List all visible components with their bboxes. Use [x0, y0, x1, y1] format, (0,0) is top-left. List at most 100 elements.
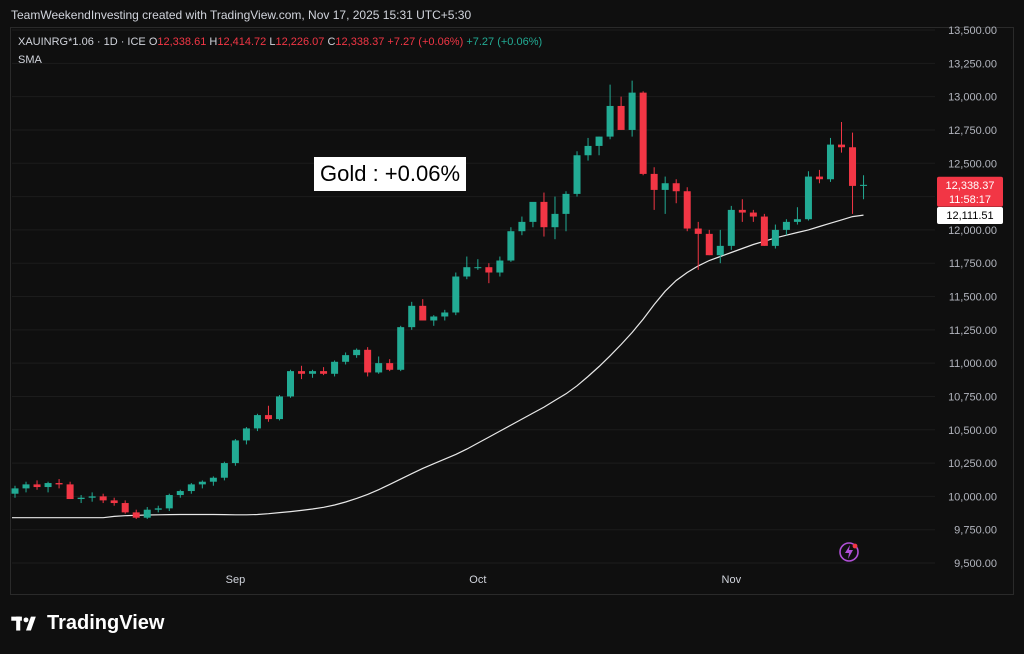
- low-value: 12,226.07: [275, 36, 325, 48]
- close-key: C: [327, 36, 336, 48]
- last-price-tag: [937, 176, 1003, 207]
- candle-body: [353, 349, 361, 356]
- chart-credit: TeamWeekendInvesting created with Tradin…: [11, 8, 472, 22]
- candle-body: [419, 305, 427, 321]
- candle-body: [804, 176, 812, 220]
- candle-body: [617, 105, 625, 130]
- candle-body: [606, 105, 614, 137]
- candle-body: [639, 92, 647, 174]
- candle-body: [815, 176, 823, 180]
- candle-body: [782, 221, 790, 230]
- candle-body: [99, 496, 107, 501]
- candle-body: [694, 228, 702, 234]
- grid: [12, 29, 935, 564]
- candle-body: [121, 503, 129, 513]
- price-tick-label: 13,500.00: [948, 25, 997, 37]
- candle-body: [771, 229, 779, 246]
- candle-body: [463, 267, 471, 277]
- candle-body: [452, 276, 460, 313]
- brand-name: TradingView: [47, 612, 165, 634]
- candle-body: [430, 316, 438, 321]
- candle-body: [11, 488, 19, 494]
- candle-body: [264, 415, 272, 420]
- candle-body: [165, 495, 173, 509]
- candle-body: [441, 312, 449, 317]
- price-tick-label: 13,000.00: [948, 92, 997, 104]
- candle-body: [55, 483, 63, 485]
- candle-body: [540, 201, 548, 228]
- high-value: 12,414.72: [217, 36, 267, 48]
- candle-body: [661, 183, 669, 190]
- sma-indicator-label[interactable]: SMA: [18, 54, 42, 66]
- candle-body: [727, 209, 735, 246]
- candle-body: [760, 216, 768, 246]
- price-tick-label: 10,250.00: [948, 458, 997, 470]
- annotation-label: Gold : +0.06%: [314, 157, 467, 191]
- candle-body: [77, 497, 85, 500]
- sma-line: [12, 214, 864, 519]
- candle-body: [198, 481, 206, 485]
- sma-path: [12, 214, 864, 519]
- open-value: 12,338.61: [157, 36, 207, 48]
- candle-body: [573, 155, 581, 194]
- candle-body: [860, 184, 868, 186]
- candle-body: [507, 231, 515, 261]
- candle-body: [650, 173, 658, 190]
- time-tick-label: Oct: [469, 574, 486, 586]
- lightning-icon[interactable]: [838, 541, 860, 563]
- last-price-label: 12,338.37: [946, 180, 995, 192]
- candle-body: [132, 512, 140, 518]
- ohlc-legend[interactable]: XAUINRG*1.06 · 1D · ICE O12,338.61 H12,4…: [18, 36, 542, 48]
- price-tick-label: 11,500.00: [949, 292, 997, 304]
- price-tick-label: 11,750.00: [949, 258, 997, 270]
- time-axis: Sep Oct Nov: [226, 574, 742, 586]
- candle-body: [683, 191, 691, 229]
- high-key: H: [209, 36, 218, 48]
- price-tick-label: 11,250.00: [949, 325, 997, 337]
- candle-body: [253, 415, 261, 429]
- price-tick-label: 11,000.00: [949, 358, 997, 370]
- price-tick-label: 9,750.00: [954, 525, 997, 537]
- candle-body: [176, 491, 184, 496]
- candle-body: [628, 92, 636, 130]
- candle-body: [397, 327, 405, 370]
- candle-body: [209, 477, 217, 482]
- sma-price-label: 12,111.51: [946, 210, 993, 222]
- candle-body: [88, 496, 96, 498]
- tradingview-brand: TradingView: [11, 612, 164, 635]
- candle-body: [298, 371, 306, 374]
- candle-body: [496, 260, 504, 273]
- price-tick-label: 13,250.00: [948, 58, 997, 70]
- candles: [11, 80, 868, 520]
- candle-body: [320, 371, 328, 374]
- candle-body: [584, 145, 592, 156]
- candle-body: [386, 363, 394, 370]
- candle-body: [231, 440, 239, 464]
- chart-frame: [10, 27, 1014, 595]
- price-tick-label: 9,500.00: [954, 558, 997, 570]
- close-value: 12,338.37: [335, 36, 385, 48]
- price-tick-label: 10,000.00: [948, 491, 997, 503]
- candle-body: [242, 428, 250, 441]
- candle-body: [849, 147, 857, 186]
- price-tick-label: 12,750.00: [948, 125, 997, 137]
- candle-body: [342, 355, 350, 362]
- candle-body: [287, 371, 294, 397]
- candle-body: [672, 183, 680, 192]
- candle-body: [705, 233, 713, 256]
- candle-body: [375, 363, 383, 373]
- price-tick-label: 12,500.00: [948, 158, 997, 170]
- candle-body: [220, 463, 228, 478]
- candle-body: [826, 144, 834, 180]
- symbol-label[interactable]: XAUINRG*1.06 · 1D · ICE: [18, 36, 146, 48]
- candle-body: [595, 136, 603, 146]
- candle-body: [518, 221, 526, 232]
- low-key: L: [269, 36, 276, 48]
- candle-body: [474, 267, 482, 269]
- price-axis: 13,500.00 13,250.00 13,000.00 12,750.00 12,5…: [948, 25, 997, 570]
- candle-body: [66, 484, 74, 500]
- countdown-label: 11:58:17: [949, 194, 991, 206]
- price-tick-label: 12,000.00: [948, 225, 997, 237]
- candle-body: [749, 212, 757, 217]
